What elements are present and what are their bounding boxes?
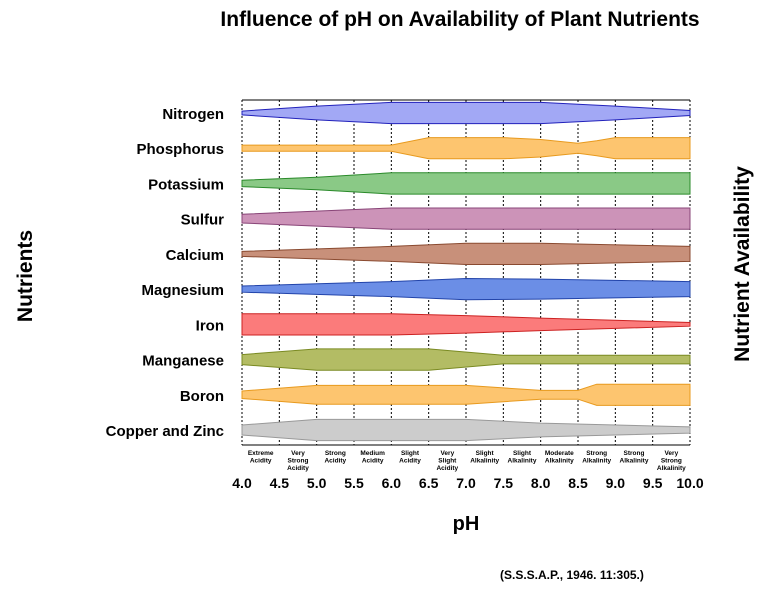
acidity-label: Slight Alkalinity bbox=[508, 450, 537, 465]
nutrient-label: Copper and Zinc bbox=[106, 423, 224, 440]
x-tick-label: 7.5 bbox=[494, 475, 514, 491]
x-tick-label: 10.0 bbox=[676, 475, 703, 491]
source-note: (S.S.S.A.P., 1946. 11:305.) bbox=[500, 568, 644, 582]
x-tick-label: 9.5 bbox=[643, 475, 663, 491]
x-axis-label: pH bbox=[453, 513, 480, 535]
acidity-label: Medium Acidity bbox=[360, 450, 385, 465]
nutrient-band bbox=[241, 348, 691, 371]
nutrient-label: Potassium bbox=[148, 176, 224, 193]
x-tick-label: 6.5 bbox=[419, 475, 439, 491]
nutrient-label: Boron bbox=[180, 388, 224, 405]
nutrient-band bbox=[241, 277, 691, 301]
x-tick-label: 5.0 bbox=[307, 475, 327, 491]
nutrient-band bbox=[241, 383, 691, 406]
x-tick-label: 7.0 bbox=[456, 475, 476, 491]
x-tick-label: 9.0 bbox=[606, 475, 626, 491]
nutrient-label: Phosphorus bbox=[136, 141, 224, 158]
nutrient-label: Magnesium bbox=[141, 282, 224, 299]
acidity-label: Strong Alkalinity bbox=[582, 450, 611, 465]
nutrient-label: Calcium bbox=[166, 247, 224, 264]
x-tick-label: 6.0 bbox=[382, 475, 402, 491]
acidity-label: Strong Acidity bbox=[324, 450, 346, 465]
chart-title: Influence of pH on Availability of Plant… bbox=[220, 8, 700, 31]
nutrient-band bbox=[241, 172, 691, 195]
nutrient-label: Manganese bbox=[142, 353, 224, 370]
acidity-label: Very Strong Acidity bbox=[287, 450, 309, 472]
nutrient-band bbox=[241, 101, 691, 125]
nutrient-band bbox=[241, 242, 691, 265]
nutrient-band bbox=[241, 418, 691, 442]
nutrient-band bbox=[241, 207, 691, 230]
x-tick-label: 5.5 bbox=[344, 475, 364, 491]
x-tick-label: 8.5 bbox=[568, 475, 588, 491]
x-tick-label: 8.0 bbox=[531, 475, 551, 491]
acidity-label: Slight Acidity bbox=[399, 450, 421, 465]
nutrient-label: Nitrogen bbox=[162, 106, 224, 123]
nutrient-band bbox=[241, 313, 691, 336]
x-tick-label: 4.0 bbox=[232, 475, 252, 491]
x-tick-label: 4.5 bbox=[270, 475, 290, 491]
nutrient-band bbox=[241, 137, 691, 160]
nutrient-label: Sulfur bbox=[181, 212, 224, 229]
acidity-label: Very Strong Alkalinity bbox=[657, 450, 686, 472]
acidity-label: Extreme Acidity bbox=[248, 450, 274, 465]
acidity-label: Very Slight Acidity bbox=[436, 450, 458, 472]
nutrient-label: Iron bbox=[196, 317, 224, 334]
acidity-label: Moderate Alkalinity bbox=[545, 450, 574, 465]
acidity-label: Strong Alkalinity bbox=[620, 450, 649, 465]
acidity-label: Slight Alkalinity bbox=[470, 450, 499, 465]
